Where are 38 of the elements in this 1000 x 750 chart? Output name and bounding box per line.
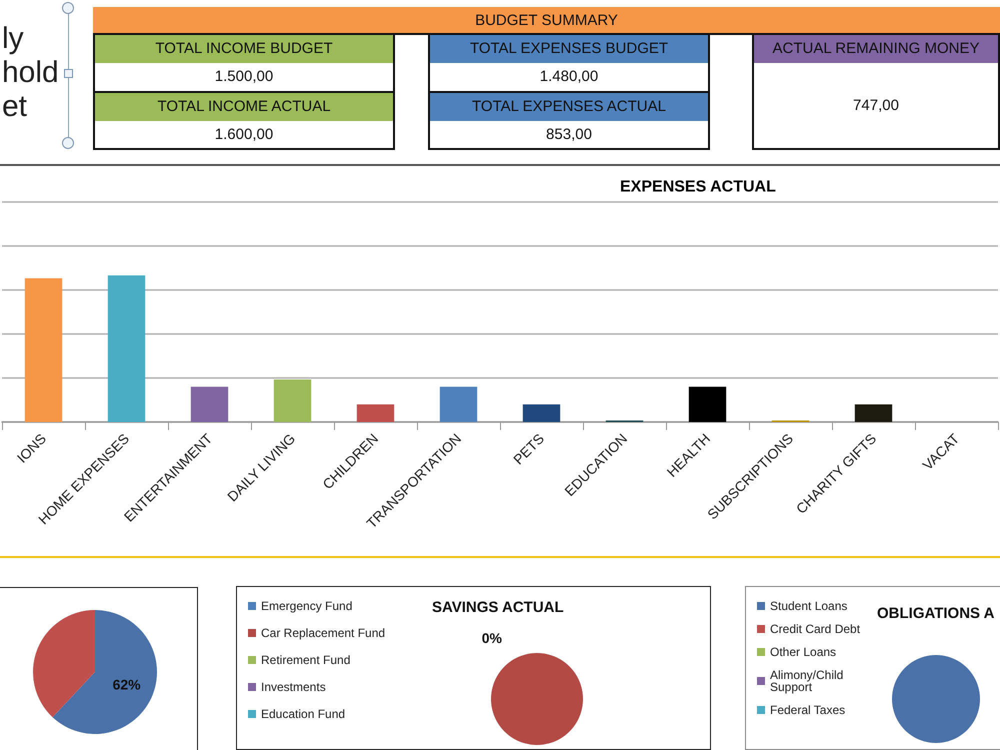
text: SAVINGS ACTUAL xyxy=(432,599,564,616)
chart-title: EXPENSES ACTUAL xyxy=(620,178,776,196)
text: 0% xyxy=(482,630,502,646)
text: TOTAL EXPENSES BUDGET xyxy=(430,35,708,63)
bar xyxy=(440,386,478,422)
text: hold xyxy=(2,56,60,90)
text: ACTUAL REMAINING MONEY xyxy=(754,35,998,63)
legend-label: Credit Card Debt xyxy=(770,622,861,636)
bar xyxy=(24,278,62,422)
bar xyxy=(190,386,228,422)
legend-label: Other Loans xyxy=(770,645,836,659)
bar xyxy=(854,404,892,422)
bar xyxy=(274,379,312,422)
text: TOTAL EXPENSES ACTUAL xyxy=(430,90,708,120)
legend-label: Car Replacement Fund xyxy=(261,626,386,640)
text: 1.480,00 xyxy=(538,67,600,88)
legend-label: Retirement Fund xyxy=(261,653,350,667)
legend-label: Federal Taxes xyxy=(770,703,846,717)
text: TOTAL INCOME BUDGET xyxy=(95,35,393,63)
bar xyxy=(108,275,146,422)
text: BUDGET SUMMARY xyxy=(93,7,1000,35)
text: 747,00 xyxy=(852,96,900,116)
legend-label: Alimony/Child Support xyxy=(770,668,847,694)
text: 853,00 xyxy=(545,124,593,145)
text: 1.500,00 xyxy=(214,67,274,88)
legend-label: Emergency Fund xyxy=(261,599,352,613)
chart-title: OBLIGATIONS A xyxy=(877,605,995,622)
legend-label: Investments xyxy=(261,680,326,694)
bar xyxy=(356,404,394,422)
text: et xyxy=(2,90,28,124)
data-label: 62% xyxy=(112,676,142,693)
legend-label: Education Fund xyxy=(261,707,346,721)
bar xyxy=(688,386,726,422)
legend-label: Student Loans xyxy=(770,599,848,613)
text: 1.600,00 xyxy=(214,124,274,145)
bar xyxy=(522,404,560,422)
text: TOTAL INCOME ACTUAL xyxy=(95,90,393,120)
text: ly xyxy=(2,22,25,56)
